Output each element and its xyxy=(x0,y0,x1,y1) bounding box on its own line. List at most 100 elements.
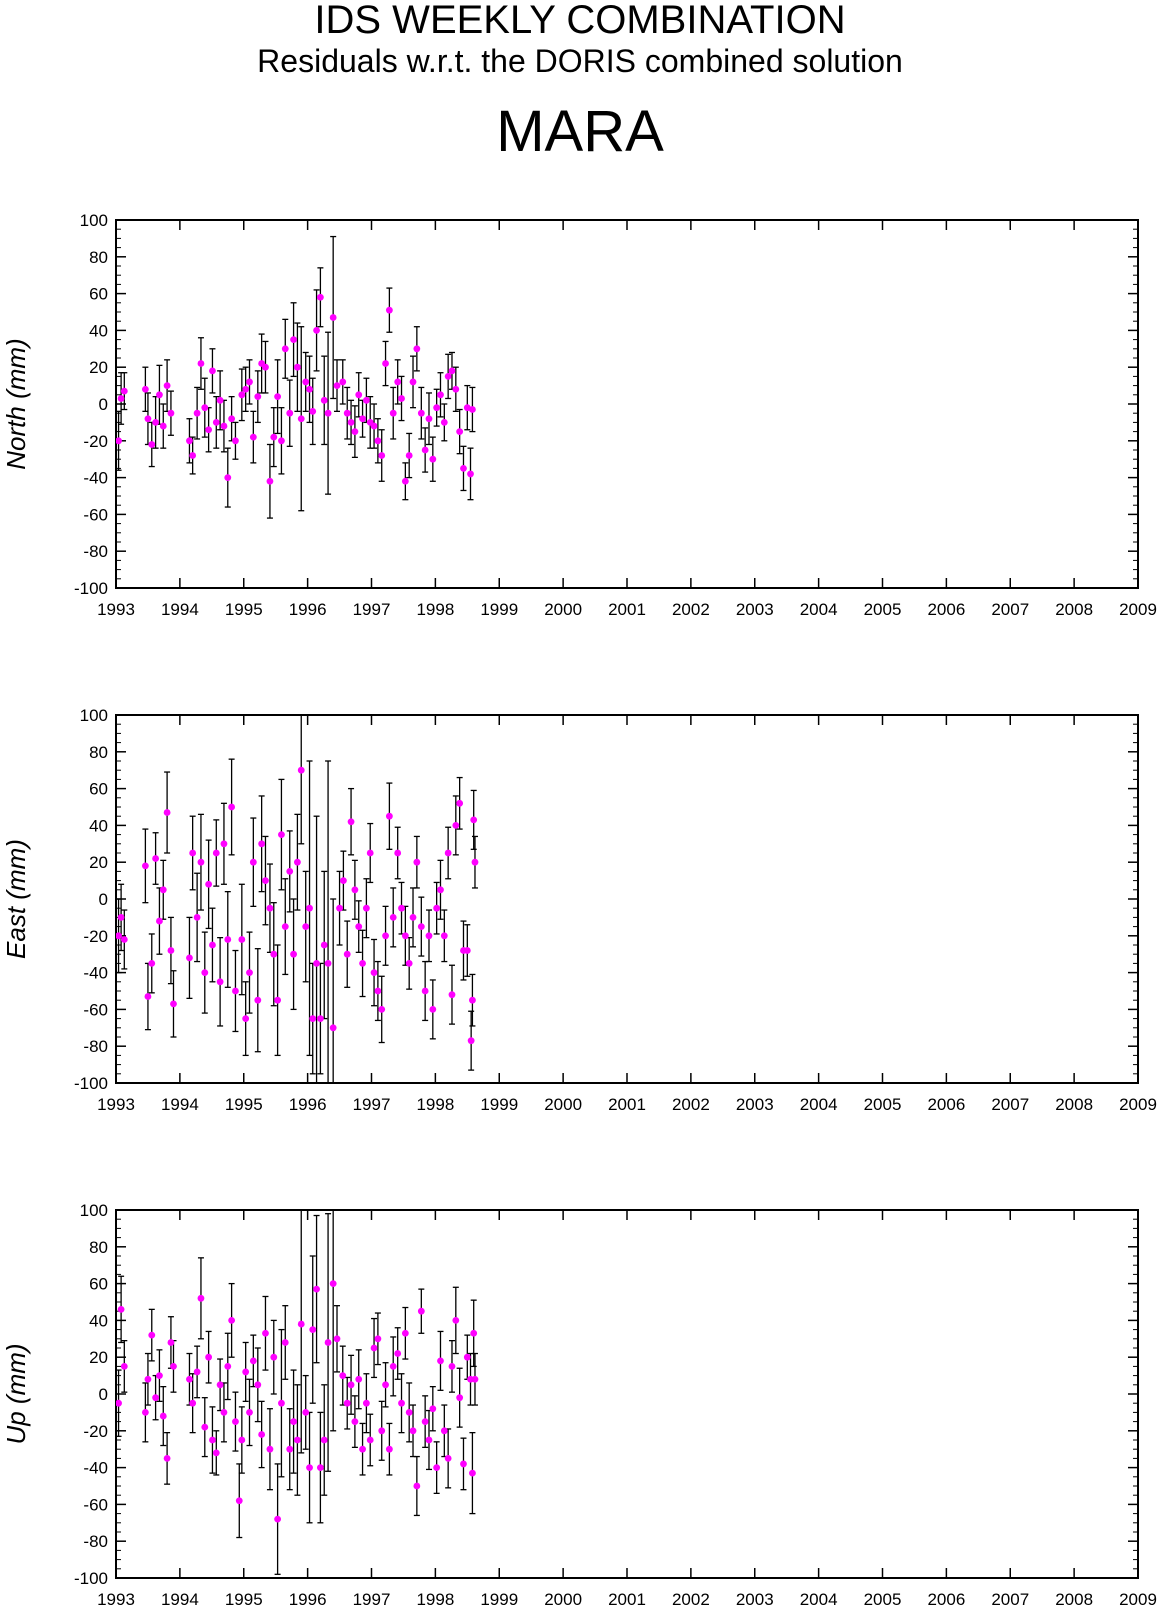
y-tick-label: 40 xyxy=(89,321,108,340)
north-axis-label: North (mm) xyxy=(1,338,31,469)
data-point xyxy=(429,1006,437,1013)
data-point xyxy=(302,1409,310,1416)
data-point xyxy=(413,345,421,353)
data-point xyxy=(216,978,224,986)
data-point xyxy=(186,437,193,445)
station-name: MARA xyxy=(496,99,664,164)
data-point xyxy=(117,395,125,402)
x-tick-label: 2008 xyxy=(1055,1095,1093,1114)
y-tick-label: 40 xyxy=(89,1311,108,1330)
data-point xyxy=(421,446,429,454)
data-point xyxy=(141,385,149,393)
data-point xyxy=(189,849,197,857)
data-point xyxy=(159,886,167,894)
data-point xyxy=(401,1329,409,1337)
data-point xyxy=(216,1381,224,1389)
data-point xyxy=(456,428,464,435)
data-point xyxy=(270,1353,278,1361)
x-tick-label: 2003 xyxy=(736,1590,774,1609)
data-point xyxy=(278,437,285,445)
x-tick-label: 1995 xyxy=(225,1095,263,1114)
data-point xyxy=(148,960,156,967)
data-point xyxy=(232,1418,239,1425)
data-point xyxy=(329,1024,337,1032)
data-point xyxy=(317,293,324,301)
data-point xyxy=(374,437,382,445)
data-point xyxy=(343,409,351,417)
data-point xyxy=(189,452,197,459)
data-point xyxy=(297,415,305,423)
data-point xyxy=(320,941,328,949)
up-axis-label: Up (mm) xyxy=(1,1343,31,1444)
data-point xyxy=(163,809,171,816)
data-point xyxy=(448,367,456,375)
data-point xyxy=(246,969,253,976)
data-point xyxy=(329,314,337,321)
x-tick-label: 2009 xyxy=(1119,1590,1157,1609)
data-point xyxy=(366,849,374,857)
data-point xyxy=(359,1445,366,1453)
data-point xyxy=(167,409,175,417)
x-tick-label: 2004 xyxy=(800,1590,838,1609)
x-tick-label: 2004 xyxy=(800,1095,838,1114)
data-point xyxy=(429,1405,437,1413)
data-point xyxy=(448,991,456,999)
data-point xyxy=(467,470,474,478)
data-point xyxy=(448,1363,456,1370)
y-tick-label: -100 xyxy=(74,1569,108,1588)
data-point xyxy=(262,877,269,884)
data-point xyxy=(262,363,269,371)
data-point xyxy=(385,1445,393,1453)
data-point xyxy=(339,1372,347,1379)
east-series xyxy=(116,715,479,1083)
data-point xyxy=(385,812,393,820)
data-point xyxy=(242,1368,250,1376)
y-tick-label: 100 xyxy=(80,706,108,725)
y-tick-label: 60 xyxy=(89,285,108,304)
data-point xyxy=(309,407,317,415)
data-point xyxy=(389,1363,397,1370)
data-point xyxy=(313,960,320,967)
data-point xyxy=(470,816,478,824)
data-point xyxy=(433,1464,441,1471)
data-point xyxy=(320,396,328,404)
data-point xyxy=(238,391,246,399)
data-point xyxy=(351,886,359,894)
y-tick-label: 20 xyxy=(89,1348,108,1367)
east-axis-label: East (mm) xyxy=(1,839,31,959)
data-point xyxy=(281,345,289,353)
x-tick-label: 2005 xyxy=(864,1095,902,1114)
y-tick-label: 0 xyxy=(99,890,108,909)
data-point xyxy=(343,1399,351,1407)
data-point xyxy=(209,367,216,375)
data-point xyxy=(306,1464,313,1471)
data-point xyxy=(409,1427,417,1435)
east-panel: 100 80 60 40 20 0 -20 -40 -60 -80 -100 1993 1994 1995… xyxy=(1,706,1157,1114)
chart-subtitle: Residuals w.r.t. the DORIS combined solu… xyxy=(257,43,903,79)
y-tick-label: -40 xyxy=(83,964,108,983)
y-tick-label: 100 xyxy=(80,211,108,230)
data-point xyxy=(209,1436,216,1444)
data-point xyxy=(193,1368,201,1376)
x-tick-label: 1996 xyxy=(289,1095,327,1114)
data-point xyxy=(463,404,471,412)
data-point xyxy=(333,1335,341,1343)
x-tick-label: 1994 xyxy=(161,1095,199,1114)
data-point xyxy=(374,987,382,995)
data-point xyxy=(309,1015,317,1022)
data-point xyxy=(413,1482,421,1490)
data-point xyxy=(425,1436,433,1444)
data-point xyxy=(385,306,393,314)
data-point xyxy=(378,1427,386,1435)
data-point xyxy=(413,858,421,866)
data-point xyxy=(339,378,347,386)
data-point xyxy=(362,1399,370,1407)
data-point xyxy=(362,396,370,404)
y-tick-label: 60 xyxy=(89,1275,108,1294)
data-point xyxy=(313,1285,320,1293)
data-point xyxy=(232,437,239,445)
x-tick-label: 2001 xyxy=(608,1590,646,1609)
data-point xyxy=(205,426,213,434)
data-point xyxy=(148,1331,156,1339)
x-tick-label: 2006 xyxy=(927,1590,965,1609)
